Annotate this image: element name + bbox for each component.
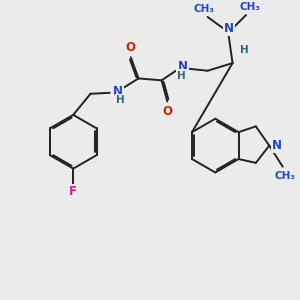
Text: CH₃: CH₃ [193, 4, 214, 14]
Text: CH₃: CH₃ [239, 2, 260, 12]
Text: O: O [162, 104, 172, 118]
Text: CH₃: CH₃ [274, 171, 295, 181]
Text: H: H [177, 70, 186, 80]
Text: H: H [116, 95, 125, 106]
Text: O: O [126, 41, 136, 54]
Text: N: N [178, 60, 188, 74]
Text: H: H [240, 45, 248, 55]
Text: N: N [112, 85, 122, 98]
Text: N: N [272, 139, 282, 152]
Text: N: N [224, 22, 234, 35]
Text: F: F [69, 185, 77, 198]
